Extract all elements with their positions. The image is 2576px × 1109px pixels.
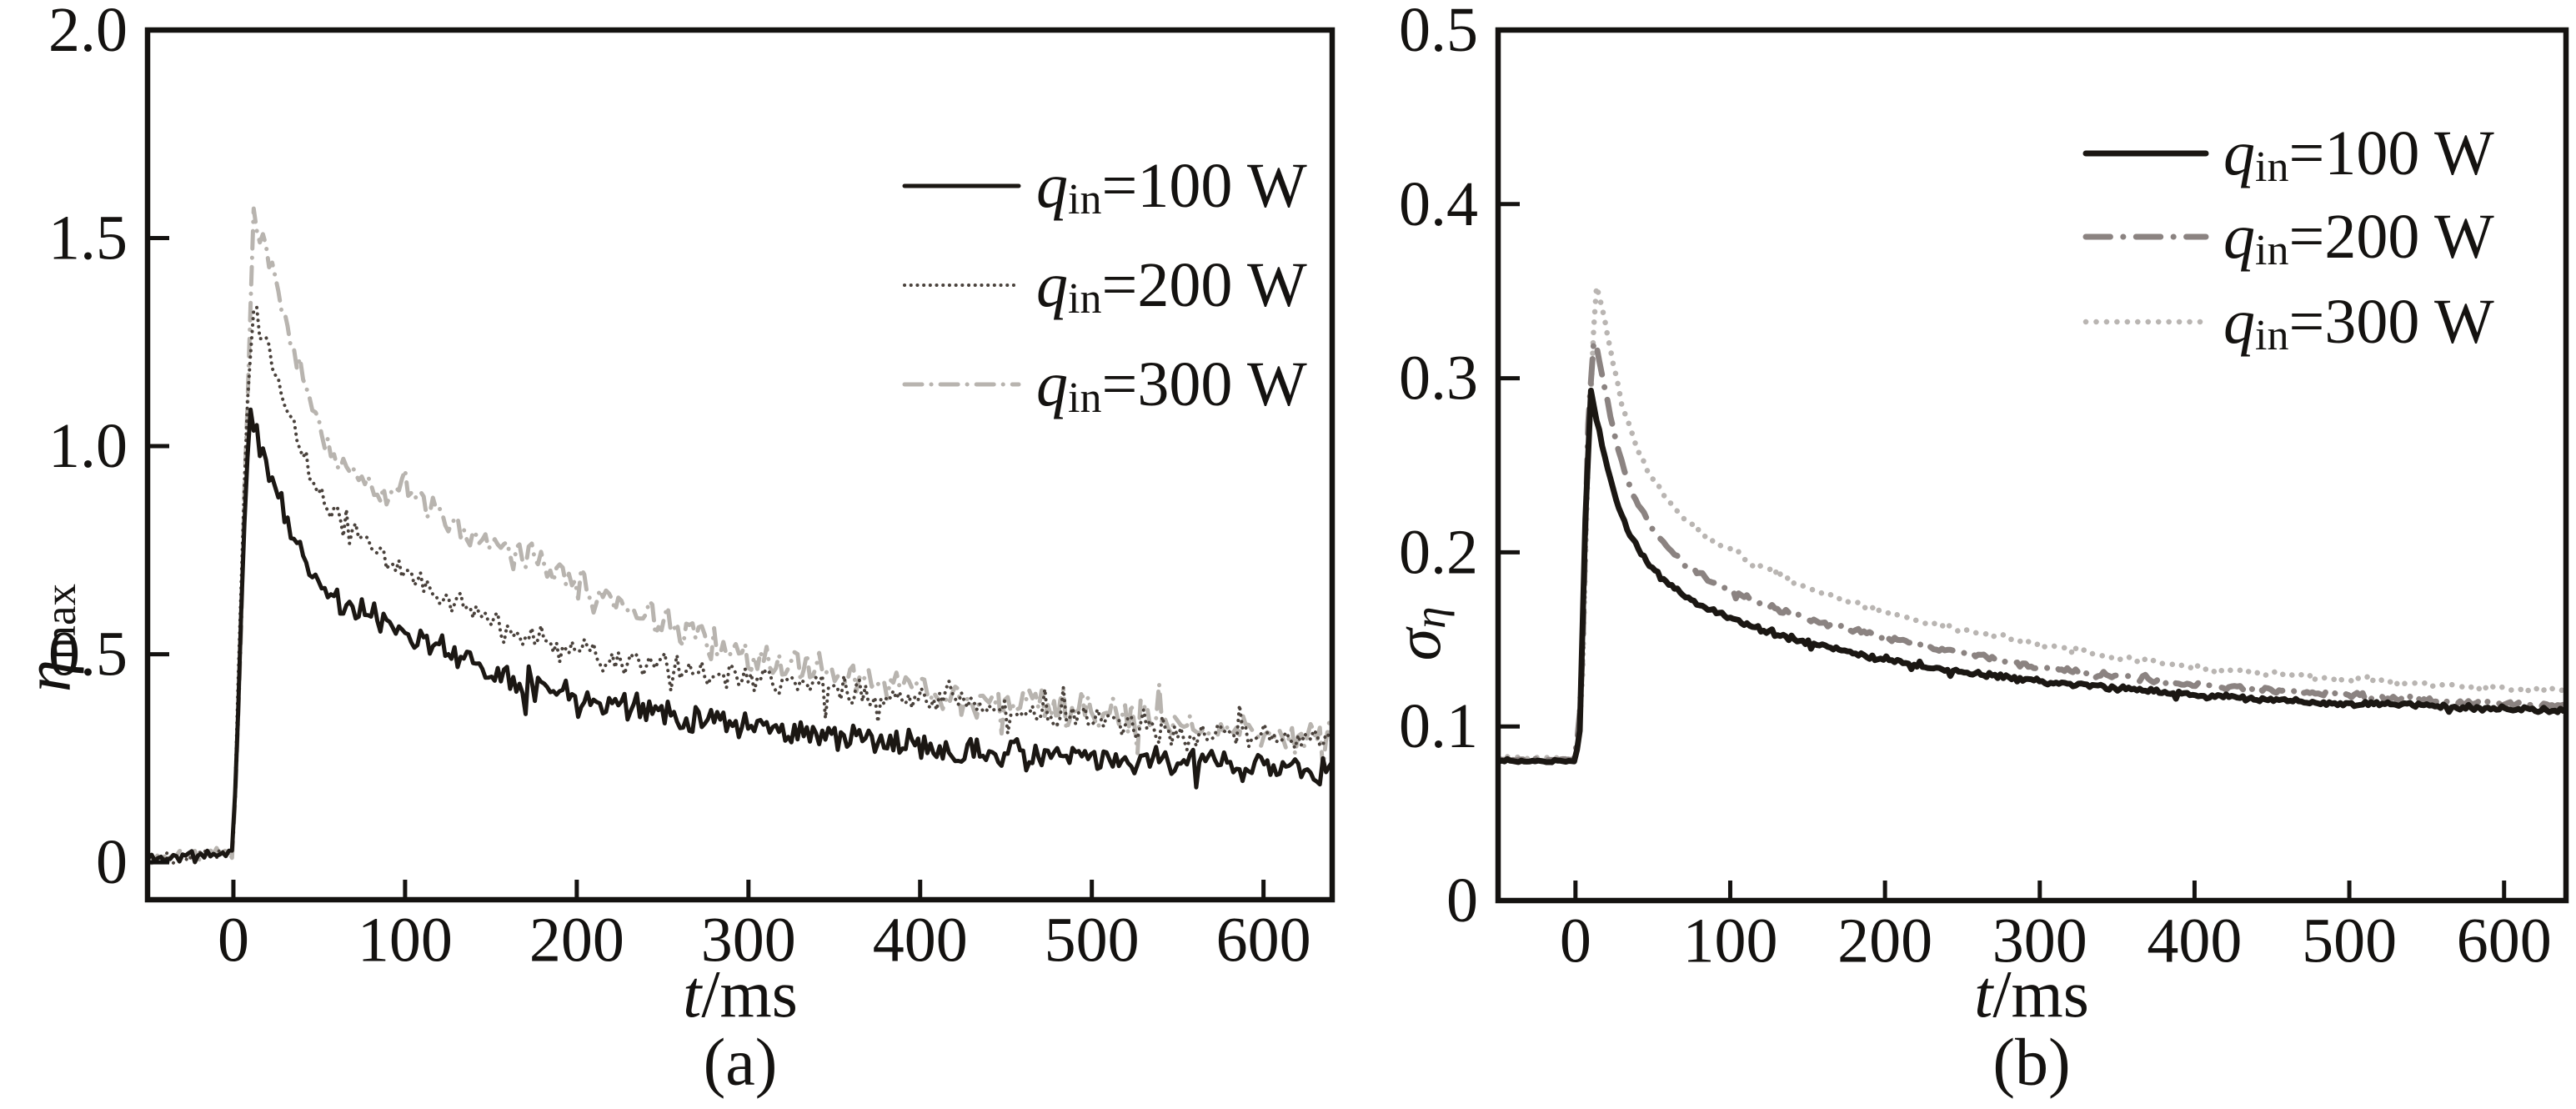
y-axis-label: ση <box>1381 607 1456 661</box>
x-tick-label: 600 <box>2457 906 2552 976</box>
panel-a-curves <box>148 206 1332 866</box>
panel-b-frame <box>1495 27 2569 904</box>
series-300W-path <box>1498 284 2566 764</box>
x-axis-label: t/ms <box>683 958 798 1031</box>
x-tick-label: 600 <box>1216 906 1311 976</box>
series-200W-path <box>148 305 1332 866</box>
series-100W-path <box>148 407 1332 865</box>
panel-a-caption: (a) <box>704 1026 778 1099</box>
y-tick-label: 0.4 <box>1399 169 1478 239</box>
legend-label-100W: qin=100 W <box>2223 118 2494 191</box>
x-tick-label: 400 <box>2147 906 2242 976</box>
x-tick-label: 0 <box>218 906 249 976</box>
x-tick-label: 500 <box>2302 906 2397 976</box>
x-tick-label: 300 <box>701 906 796 976</box>
x-tick-label: 500 <box>1045 906 1140 976</box>
panel-a-plot: 0 100 200 300 400 500 600 0 0.5 1.0 1.5 2.0 t/ms ηmax… <box>12 0 1336 1031</box>
x-tick-label: 400 <box>873 906 968 976</box>
x-tick-label: 0 <box>1560 906 1591 976</box>
y-tick-label: 1.5 <box>48 203 128 273</box>
y-tick-label: 0.5 <box>48 620 128 690</box>
legend-item-200W: qin=200 W <box>903 250 1307 323</box>
legend-label-300W: qin=300 W <box>2223 287 2494 359</box>
y-tick-label: 0.3 <box>1399 344 1478 414</box>
panel-a-frame <box>144 27 1336 903</box>
legend-item-100W: qin=100 W <box>902 151 1307 223</box>
series-100W-path <box>1498 387 2566 765</box>
x-tick-label: 200 <box>529 906 624 976</box>
legend-item-300W: qin=300 W <box>902 349 1307 422</box>
x-tick-label: 100 <box>1682 906 1777 976</box>
y-tick-label: 1.0 <box>48 411 128 481</box>
y-tick-label: 0 <box>1446 866 1478 936</box>
series-200W-path <box>1498 339 2566 764</box>
panel-b-caption: (b) <box>1992 1026 2070 1099</box>
x-tick-label: 300 <box>1992 906 2087 976</box>
y-tick-label: 0.1 <box>1399 691 1478 761</box>
y-tick-label: 0 <box>96 827 128 897</box>
legend-label-200W: qin=200 W <box>1036 250 1307 323</box>
x-tick-label: 200 <box>1837 906 1932 976</box>
legend-label-100W: qin=100 W <box>1036 151 1307 223</box>
legend-item-300W: qin=300 W <box>2082 287 2494 359</box>
legend-label-300W: qin=300 W <box>1036 349 1307 422</box>
y-tick-label: 0.5 <box>1399 0 1478 65</box>
legend-item-100W: qin=100 W <box>2082 118 2494 191</box>
x-axis-label: t/ms <box>1974 958 2089 1031</box>
legend-label-200W: qin=200 W <box>2223 202 2494 274</box>
panel-b-plot: 0 100 200 300 400 500 600 0 0.1 0.2 0.3 0.4 0.5 t/ms σ… <box>1381 0 2569 1031</box>
x-tick-label: 100 <box>358 906 453 976</box>
y-tick-label: 2.0 <box>48 0 128 65</box>
legend-item-200W: qin=200 W <box>2082 202 2494 274</box>
y-axis-label: ηmax <box>12 584 86 692</box>
legend: qin=100 W qin=200 W qin=300 W <box>2082 118 2494 359</box>
y-tick-label: 0.2 <box>1399 517 1478 587</box>
panel-b-curves <box>1498 284 2566 765</box>
legend: qin=100 W qin=200 W qin=300 W <box>902 151 1307 422</box>
